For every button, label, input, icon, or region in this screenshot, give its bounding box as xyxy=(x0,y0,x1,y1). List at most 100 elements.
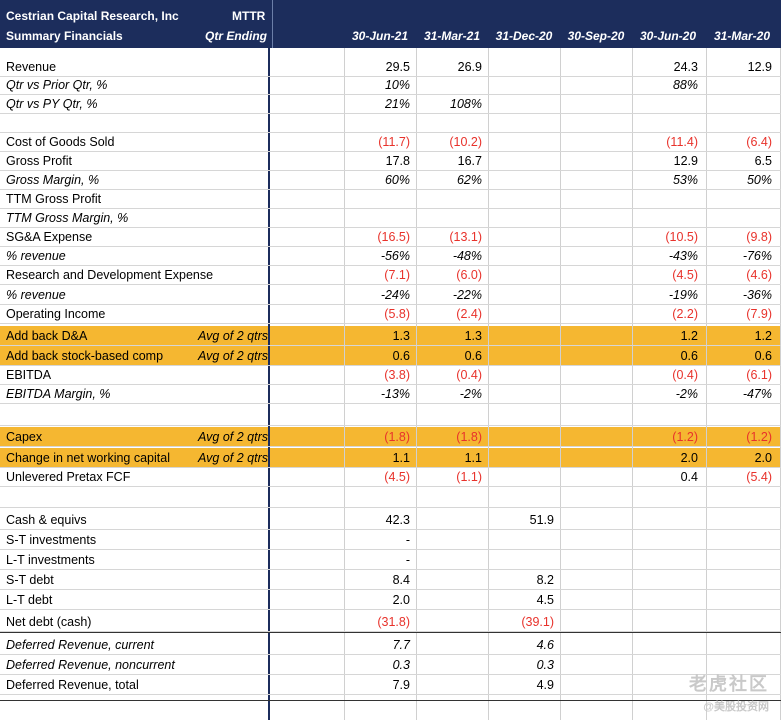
table-row: % revenue -56% -48% -43% -76% xyxy=(0,246,781,265)
value-cell: 29.5 xyxy=(385,59,410,74)
value-cell: (9.8) xyxy=(746,229,772,244)
value-cell: 1.3 xyxy=(392,328,410,343)
value-cell: 0.6 xyxy=(680,348,698,363)
value-cell xyxy=(560,170,632,189)
value-cell xyxy=(488,265,560,284)
value-cell xyxy=(560,510,632,529)
value-cell xyxy=(560,208,632,227)
row-divider xyxy=(0,467,781,468)
value-cell: (31.8) xyxy=(377,614,410,629)
value-cell: (0.4) xyxy=(672,367,698,382)
value-cell: - xyxy=(405,532,410,547)
row-divider xyxy=(0,569,781,570)
value-cell: (2.4) xyxy=(456,306,482,321)
value-cell: (1.8) xyxy=(384,429,410,444)
value-cell xyxy=(632,612,704,631)
value-cell: (1.2) xyxy=(672,429,698,444)
value-cell xyxy=(560,488,632,507)
value-cell: 60% xyxy=(384,172,410,187)
value-cell: 1.1 xyxy=(392,450,410,465)
value-cell xyxy=(416,406,488,425)
value-cell xyxy=(560,550,632,569)
table-row: L-T investments - xyxy=(0,550,781,569)
value-cell: -76% xyxy=(742,248,772,263)
table-row: Gross Profit 17.8 16.7 12.9 6.5 xyxy=(0,151,781,170)
table-row: EBITDA Margin, % -13% -2% -2% -47% xyxy=(0,384,781,403)
table-row: SG&A Expense (16.5) (13.1) (10.5) (9.8) xyxy=(0,227,781,246)
value-cell: -13% xyxy=(380,386,410,401)
row-divider xyxy=(0,284,781,285)
value-cell xyxy=(416,570,488,589)
row-label: Capex xyxy=(6,429,43,444)
avg-note: Avg of 2 qtrs xyxy=(198,328,268,343)
row-label xyxy=(6,113,266,132)
row-divider xyxy=(0,189,781,190)
value-cell xyxy=(344,488,416,507)
value-cell xyxy=(706,75,778,94)
row-label xyxy=(6,488,266,507)
company-name: Cestrian Capital Research, Inc xyxy=(6,9,179,23)
watermark-line2: @美股投资网 xyxy=(703,701,769,713)
value-cell xyxy=(706,94,778,113)
table-row: Qtr vs PY Qtr, % 21% 108% xyxy=(0,94,781,113)
table-row: Revenue 29.5 26.9 24.3 12.9 xyxy=(0,57,781,76)
row-label: Qtr vs Prior Qtr, % xyxy=(6,77,108,92)
value-cell xyxy=(488,246,560,265)
value-cell: 62% xyxy=(456,172,482,187)
value-cell: (7.1) xyxy=(384,267,410,282)
value-cell: 7.7 xyxy=(392,637,410,652)
value-cell xyxy=(488,448,560,467)
row-label: Gross Margin, % xyxy=(6,172,100,187)
row-label: SG&A Expense xyxy=(6,229,93,244)
row-divider xyxy=(0,384,781,385)
column-header: 31-Mar-20 xyxy=(713,29,771,43)
table-row: Cost of Goods Sold (11.7) (10.2) (11.4) (6.4… xyxy=(0,132,781,151)
row-divider xyxy=(0,132,781,133)
row-divider xyxy=(0,246,781,247)
value-cell xyxy=(488,365,560,384)
value-cell: (5.4) xyxy=(746,469,772,484)
column-header: 30-Jun-21 xyxy=(351,29,409,43)
value-cell: 108% xyxy=(450,96,482,111)
row-label: % revenue xyxy=(6,287,66,302)
value-cell xyxy=(488,151,560,170)
table-row: Change in net working capital Avg of 2 qt… xyxy=(0,448,781,467)
table-row: TTM Gross Margin, % xyxy=(0,208,781,227)
value-cell: -2% xyxy=(675,386,698,401)
value-cell: 26.9 xyxy=(457,59,482,74)
value-cell xyxy=(416,675,488,694)
row-divider xyxy=(0,486,781,487)
table-row: Deferred Revenue, total 7.9 4.9 xyxy=(0,675,781,694)
row-label: Gross Profit xyxy=(6,153,72,168)
table-row xyxy=(0,406,781,425)
row-divider xyxy=(0,304,781,305)
value-cell xyxy=(560,346,632,365)
value-cell: 88% xyxy=(672,77,698,92)
row-label: Change in net working capital xyxy=(6,450,170,465)
row-divider xyxy=(0,403,781,404)
value-cell: -56% xyxy=(380,248,410,263)
row-label: Revenue xyxy=(6,59,57,74)
row-label: Deferred Revenue, current xyxy=(6,637,154,652)
value-cell xyxy=(706,530,778,549)
value-cell xyxy=(560,365,632,384)
row-label: Cash & equivs xyxy=(6,512,87,527)
row-label: Unlevered Pretax FCF xyxy=(6,469,131,484)
avg-note: Avg of 2 qtrs xyxy=(198,429,268,444)
table-row: Deferred Revenue, current 7.7 4.6 xyxy=(0,635,781,654)
header-divider xyxy=(272,0,273,48)
row-divider xyxy=(0,609,781,610)
value-cell xyxy=(706,510,778,529)
table-row: Operating Income (5.8) (2.4) (2.2) (7.9) xyxy=(0,304,781,323)
value-cell xyxy=(488,550,560,569)
value-cell xyxy=(560,655,632,674)
value-cell xyxy=(632,590,704,609)
value-cell xyxy=(560,189,632,208)
value-cell xyxy=(706,635,778,654)
value-cell: (6.4) xyxy=(746,134,772,149)
value-cell xyxy=(560,326,632,345)
value-cell: -2% xyxy=(459,386,482,401)
value-cell xyxy=(560,151,632,170)
value-cell xyxy=(560,427,632,446)
value-cell xyxy=(488,75,560,94)
